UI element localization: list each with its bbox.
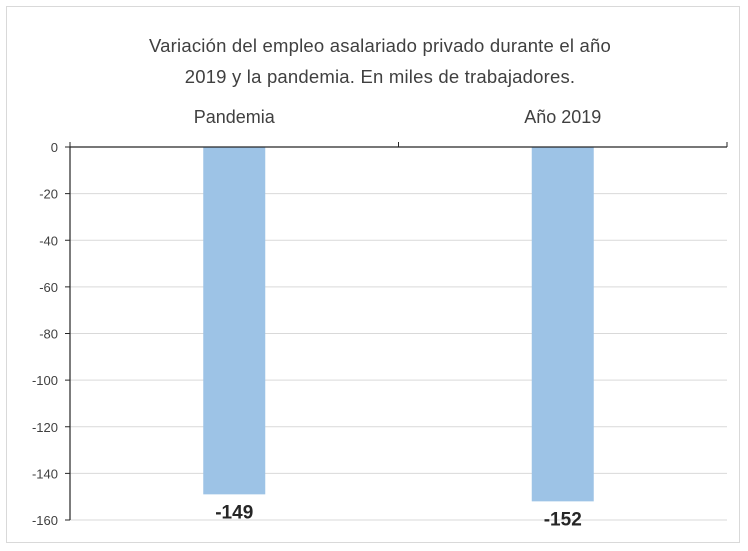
chart-title-line-1: Variación del empleo asalariado privado … xyxy=(149,35,611,56)
y-tick-label: -80 xyxy=(39,327,58,342)
y-tick-label: -120 xyxy=(32,420,58,435)
chart-frame xyxy=(6,6,740,543)
bars xyxy=(203,147,594,502)
axes xyxy=(65,142,728,521)
y-tick-label: -160 xyxy=(32,513,58,528)
y-tick-label: -100 xyxy=(32,373,58,388)
y-tick-label: -40 xyxy=(39,233,58,248)
category-label: Pandemia xyxy=(194,107,276,127)
bar-2 xyxy=(531,147,594,502)
data-label: -149 xyxy=(215,502,253,523)
data-label: -152 xyxy=(544,509,582,530)
y-tick-label: -20 xyxy=(39,187,58,202)
y-tick-label: -60 xyxy=(39,280,58,295)
bar-1 xyxy=(203,147,266,495)
chart-title-line-2: 2019 y la pandemia. En miles de trabajad… xyxy=(184,66,576,87)
y-tick-label: -140 xyxy=(32,466,58,481)
category-label: Año 2019 xyxy=(524,107,601,127)
chart-title: Variación del empleo asalariado privado … xyxy=(0,30,748,92)
labels: 0 -20 -40 -60 -80 -100 -120 -140 -160 Pandemia -14… xyxy=(32,107,601,530)
y-tick-label: 0 xyxy=(51,140,58,155)
gridlines xyxy=(70,193,727,521)
